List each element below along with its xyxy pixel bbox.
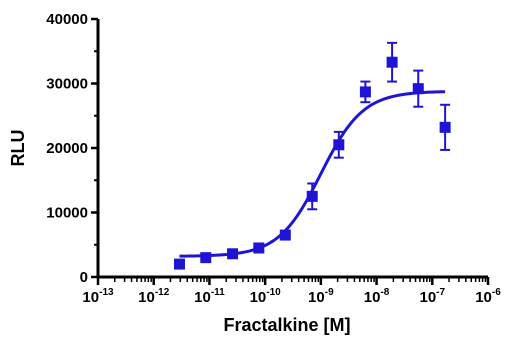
x-tick-label: 10-7 xyxy=(419,287,445,306)
data-point xyxy=(359,80,371,104)
marker-square xyxy=(439,121,451,133)
data-point xyxy=(173,258,185,270)
marker-square xyxy=(200,252,212,264)
y-tick-label: 30000 xyxy=(46,76,88,93)
fit-curve-layer xyxy=(179,90,446,258)
data-point xyxy=(306,182,318,211)
data-point xyxy=(386,41,398,83)
marker-square xyxy=(333,139,345,151)
marker-square xyxy=(227,248,239,260)
data-point xyxy=(412,69,424,108)
y-tick-label: 10000 xyxy=(46,205,88,222)
data-point xyxy=(279,229,291,241)
marker-square xyxy=(279,229,291,241)
data-point xyxy=(227,248,239,260)
y-tick-label: 20000 xyxy=(46,140,88,157)
x-tick-label: 10-13 xyxy=(82,287,114,306)
marker-square xyxy=(306,190,318,202)
data-point xyxy=(439,103,451,151)
axes: 0 10000 20000 30000 40000 10-13 10-12 10-11 10-1… xyxy=(46,11,501,306)
data-point xyxy=(333,130,345,159)
y-tick-label: 40000 xyxy=(46,11,88,28)
marker-square xyxy=(173,258,185,270)
y-axis-title: RLU xyxy=(8,130,28,167)
data-points-layer xyxy=(173,41,451,270)
marker-square xyxy=(412,83,424,95)
x-tick-label: 10-9 xyxy=(308,287,334,306)
marker-square xyxy=(359,86,371,98)
y-tick-label: 0 xyxy=(80,269,88,286)
data-point xyxy=(200,252,212,264)
x-tick-label: 10-11 xyxy=(194,287,225,306)
x-tick-label: 10-6 xyxy=(475,287,501,306)
fit-curve xyxy=(179,90,446,258)
x-tick-label: 10-12 xyxy=(138,287,170,306)
data-point xyxy=(253,242,265,254)
x-axis-title: Fractalkine [M] xyxy=(223,315,350,335)
marker-square xyxy=(386,56,398,68)
x-tick-label: 10-10 xyxy=(250,287,282,306)
marker-square xyxy=(253,242,265,254)
x-tick-label: 10-8 xyxy=(364,287,390,306)
